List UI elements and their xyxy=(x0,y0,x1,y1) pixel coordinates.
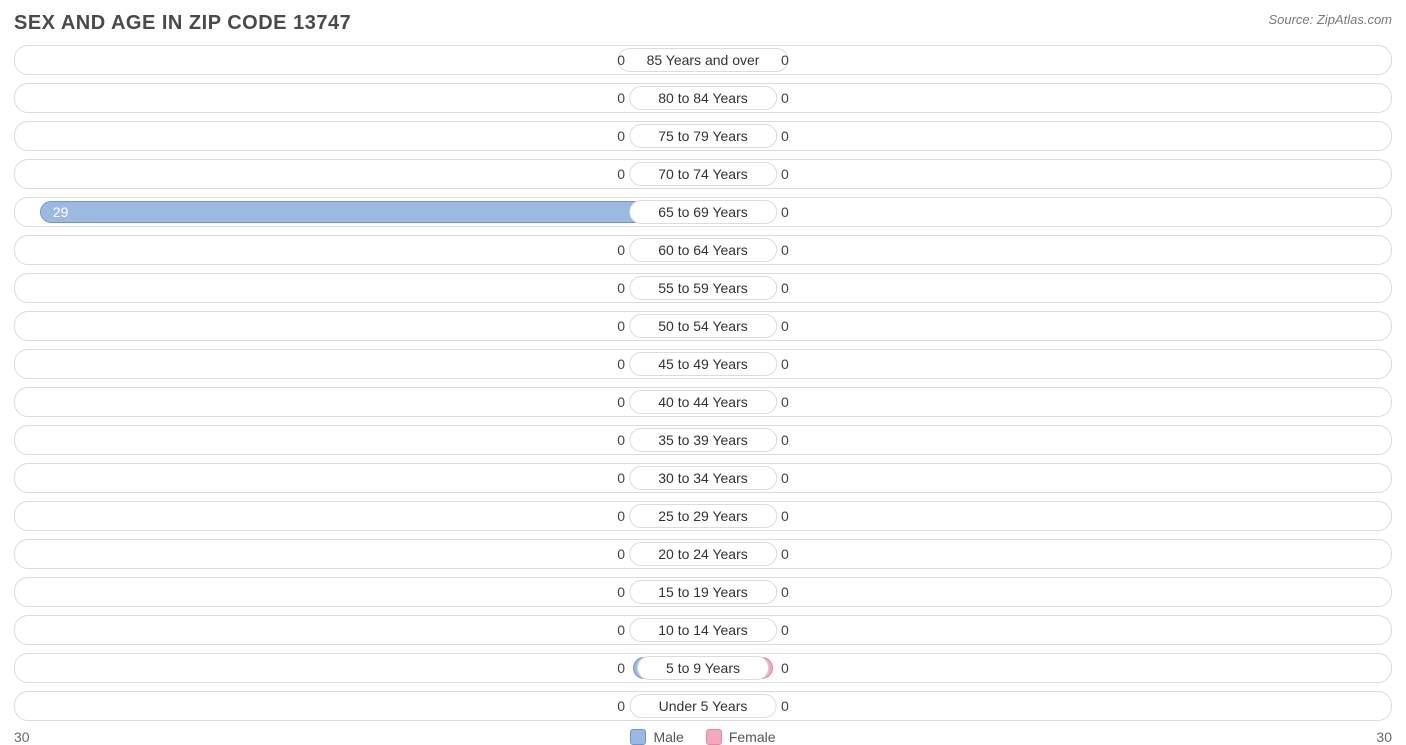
chart-header: SEX AND AGE IN ZIP CODE 13747 Source: Zi… xyxy=(14,12,1392,35)
axis-right-max: 30 xyxy=(1376,729,1392,745)
category-label: Under 5 Years xyxy=(630,694,777,718)
female-value: 0 xyxy=(781,698,789,714)
female-value: 0 xyxy=(781,660,789,676)
male-value: 0 xyxy=(617,508,625,524)
male-value: 0 xyxy=(617,584,625,600)
male-value: 0 xyxy=(617,90,625,106)
female-value: 0 xyxy=(781,432,789,448)
pyramid-row: 40 to 44 Years0 0 xyxy=(14,387,1392,417)
legend-label-female: Female xyxy=(729,729,776,745)
category-label: 50 to 54 Years xyxy=(629,314,777,338)
female-value: 0 xyxy=(781,204,789,220)
category-label: 45 to 49 Years xyxy=(629,352,777,376)
category-label: 20 to 24 Years xyxy=(629,542,777,566)
category-label: 10 to 14 Years xyxy=(629,618,777,642)
female-value: 0 xyxy=(781,546,789,562)
pyramid-row: 15 to 19 Years0 0 xyxy=(14,577,1392,607)
male-value: 0 xyxy=(617,242,625,258)
category-label: 5 to 9 Years xyxy=(637,656,769,680)
chart-legend: Male Female xyxy=(630,729,775,745)
population-pyramid-chart: 85 Years and over0080 to 84 Years0075 to… xyxy=(14,45,1392,721)
legend-swatch-male xyxy=(630,729,646,745)
male-value: 0 xyxy=(617,166,625,182)
male-value: 0 xyxy=(617,432,625,448)
male-value: 0 xyxy=(617,698,625,714)
category-label: 35 to 39 Years xyxy=(629,428,777,452)
axis-left-max: 30 xyxy=(14,729,30,745)
female-value: 0 xyxy=(781,394,789,410)
pyramid-row: 65 to 69 Years 29 0 xyxy=(14,197,1392,227)
pyramid-row: 55 to 59 Years0 0 xyxy=(14,273,1392,303)
female-value: 0 xyxy=(781,166,789,182)
female-value: 0 xyxy=(781,128,789,144)
chart-footer: 30 Male Female 30 xyxy=(14,729,1392,745)
female-value: 0 xyxy=(781,470,789,486)
female-value: 0 xyxy=(781,280,789,296)
male-value: 0 xyxy=(617,470,625,486)
male-value: 0 xyxy=(617,280,625,296)
legend-item-female: Female xyxy=(706,729,776,745)
category-label: 15 to 19 Years xyxy=(629,580,777,604)
male-value: 0 xyxy=(617,546,625,562)
male-bar xyxy=(40,201,703,223)
category-label: 65 to 69 Years xyxy=(629,200,777,224)
pyramid-row: 50 to 54 Years0 0 xyxy=(14,311,1392,341)
male-value: 0 xyxy=(617,660,625,676)
pyramid-row: 45 to 49 Years0 0 xyxy=(14,349,1392,379)
chart-title: SEX AND AGE IN ZIP CODE 13747 xyxy=(14,12,351,35)
female-value: 0 xyxy=(781,52,789,68)
pyramid-row: 5 to 9 Years 0 0 xyxy=(14,653,1392,683)
category-label: 25 to 29 Years xyxy=(629,504,777,528)
legend-label-male: Male xyxy=(653,729,683,745)
category-label: 80 to 84 Years xyxy=(629,86,777,110)
pyramid-row: 60 to 64 Years0 0 xyxy=(14,235,1392,265)
pyramid-row: 75 to 79 Years0 0 xyxy=(14,121,1392,151)
female-value: 0 xyxy=(781,242,789,258)
category-label: 30 to 34 Years xyxy=(629,466,777,490)
legend-item-male: Male xyxy=(630,729,683,745)
female-value: 0 xyxy=(781,584,789,600)
male-value: 0 xyxy=(617,394,625,410)
pyramid-row: 35 to 39 Years0 0 xyxy=(14,425,1392,455)
female-value: 0 xyxy=(781,90,789,106)
male-value: 0 xyxy=(617,52,625,68)
male-value: 0 xyxy=(617,318,625,334)
male-value: 0 xyxy=(617,622,625,638)
pyramid-row: 70 to 74 Years0 0 xyxy=(14,159,1392,189)
pyramid-row: 20 to 24 Years0 0 xyxy=(14,539,1392,569)
pyramid-row: 10 to 14 Years0 0 xyxy=(14,615,1392,645)
category-label: 55 to 59 Years xyxy=(629,276,777,300)
chart-source: Source: ZipAtlas.com xyxy=(1268,12,1392,27)
category-label: 40 to 44 Years xyxy=(629,390,777,414)
pyramid-row: 30 to 34 Years0 0 xyxy=(14,463,1392,493)
male-value: 0 xyxy=(617,128,625,144)
pyramid-row: 85 Years and over0 0 xyxy=(14,45,1392,75)
male-value: 29 xyxy=(53,204,69,220)
pyramid-row: 80 to 84 Years0 0 xyxy=(14,83,1392,113)
female-value: 0 xyxy=(781,622,789,638)
female-value: 0 xyxy=(781,356,789,372)
pyramid-row: Under 5 Years00 xyxy=(14,691,1392,721)
category-label: 60 to 64 Years xyxy=(629,238,777,262)
female-value: 0 xyxy=(781,318,789,334)
pyramid-row: 25 to 29 Years0 0 xyxy=(14,501,1392,531)
male-value: 0 xyxy=(617,356,625,372)
category-label: 75 to 79 Years xyxy=(629,124,777,148)
legend-swatch-female xyxy=(706,729,722,745)
category-label: 85 Years and over xyxy=(618,48,789,72)
category-label: 70 to 74 Years xyxy=(629,162,777,186)
female-value: 0 xyxy=(781,508,789,524)
